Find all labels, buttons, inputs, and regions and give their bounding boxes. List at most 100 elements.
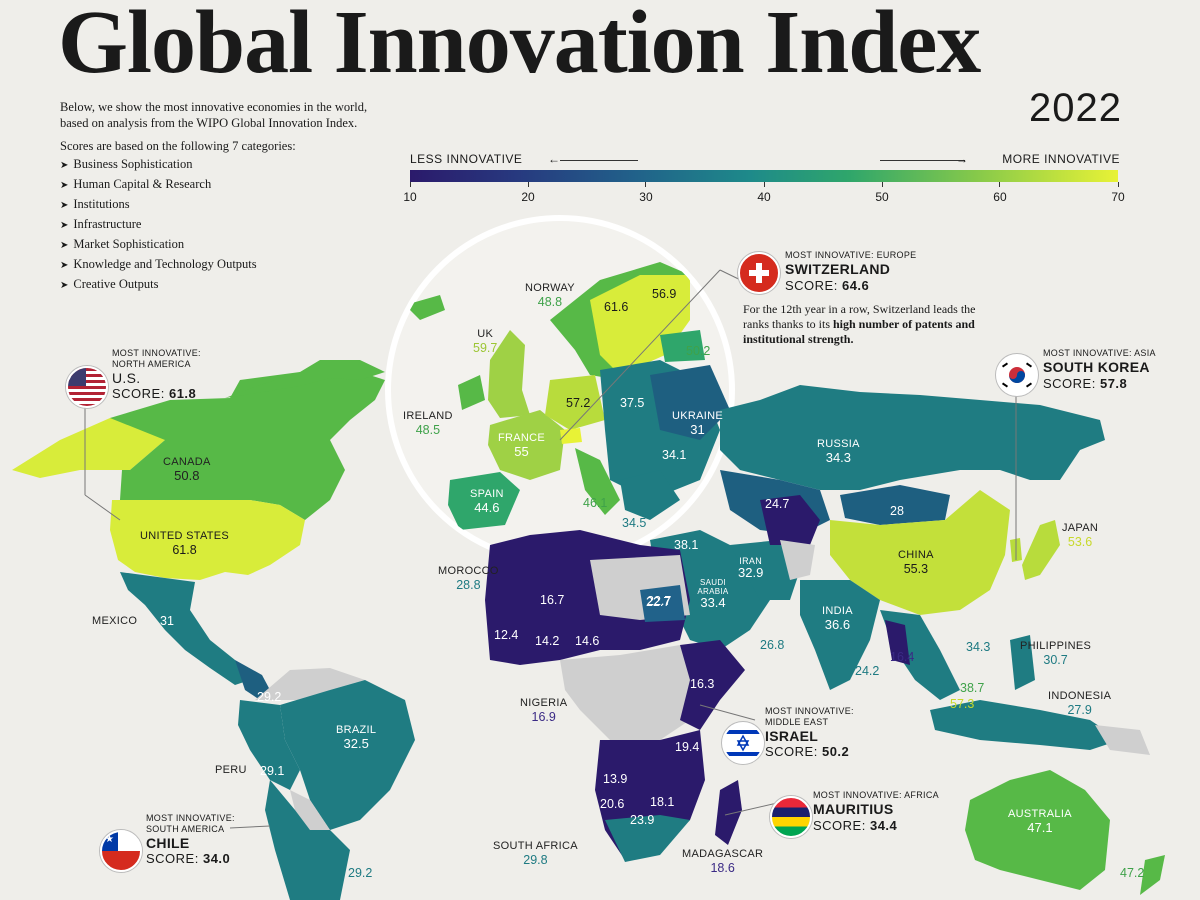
legend-gradient-bar bbox=[410, 170, 1118, 182]
country-value-peru: 29.1 bbox=[260, 764, 285, 778]
country-label-norway: NORWAY 48.8 bbox=[525, 282, 575, 309]
south-america bbox=[238, 668, 415, 900]
country-label-uk: UK 59.7 bbox=[473, 328, 498, 355]
map-value: 50.2 bbox=[686, 344, 711, 358]
switzerland-shape bbox=[560, 428, 582, 444]
usa-shape bbox=[110, 500, 305, 580]
bullet-arrow-icon: ➤ bbox=[60, 259, 69, 271]
russia-shape bbox=[720, 385, 1105, 490]
myanmar-shape bbox=[885, 620, 910, 665]
arctic-islands-shape bbox=[225, 360, 385, 398]
map-value: 19.4 bbox=[675, 740, 700, 754]
europe-inset bbox=[385, 215, 735, 565]
east-africa-shape bbox=[680, 640, 745, 730]
map-value: 29.2 bbox=[348, 866, 373, 880]
png-shape bbox=[1095, 725, 1150, 755]
country-label-nigeria: NIGERIA 16.9 bbox=[520, 697, 568, 724]
page-title: Global Innovation Index bbox=[58, 0, 981, 92]
bullet-arrow-icon: ➤ bbox=[60, 239, 69, 251]
south-korea-flag-icon bbox=[996, 354, 1038, 396]
map-value: 22.7 bbox=[646, 595, 671, 609]
country-label-madagascar: MADAGASCAR 18.6 bbox=[682, 848, 764, 875]
australia-shape bbox=[965, 770, 1110, 890]
switzerland-callout: MOST INNOVATIVE: EUROPE SWITZERLAND SCOR… bbox=[785, 250, 917, 293]
bolivia-shape bbox=[290, 790, 330, 830]
ukraine-shape bbox=[650, 365, 730, 440]
france-shape bbox=[488, 410, 565, 480]
germany-shape bbox=[545, 375, 605, 430]
central-america-shape bbox=[235, 660, 270, 700]
swiss-flag-icon bbox=[738, 252, 780, 294]
central-africa-shape bbox=[560, 645, 700, 740]
uk-shape bbox=[488, 330, 530, 418]
iceland-shape bbox=[405, 295, 445, 320]
country-label-philippines: PHILIPPINES 30.7 bbox=[1020, 640, 1092, 667]
category-item: ➤ Human Capital & Research bbox=[60, 176, 212, 191]
map-value: 16.7 bbox=[540, 593, 565, 607]
china-shape bbox=[830, 490, 1010, 615]
category-item: ➤ Business Sophistication bbox=[60, 156, 193, 171]
map-value: 14.6 bbox=[575, 634, 600, 648]
us-callout: MOST INNOVATIVE: NORTH AMERICA U.S. SCOR… bbox=[112, 348, 201, 402]
israel-flag-icon bbox=[722, 722, 764, 764]
category-item: ➤ Knowledge and Technology Outputs bbox=[60, 256, 257, 271]
country-label-australia: AUSTRALIA 47.1 bbox=[1008, 808, 1072, 835]
chile-callout: MOST INNOVATIVE: SOUTH AMERICA CHILE SCO… bbox=[146, 813, 235, 867]
category-item: ➤ Infrastructure bbox=[60, 216, 142, 231]
map-value: 26.8 bbox=[760, 638, 785, 652]
country-label-japan: JAPAN 53.6 bbox=[1062, 522, 1099, 549]
intro-paragraph: Below, we show the most innovative econo… bbox=[60, 100, 368, 130]
mauritius-flag-icon bbox=[770, 796, 812, 838]
map-value: 61.6 bbox=[604, 300, 629, 314]
intro-text: Below, we show the most innovative econo… bbox=[60, 100, 395, 295]
map-value: 47.2 bbox=[1120, 866, 1145, 880]
country-label-indonesia: INDONESIA 27.9 bbox=[1048, 690, 1112, 717]
country-label-france: FRANCE 55 bbox=[498, 432, 546, 459]
arrow-right-icon: → bbox=[956, 152, 968, 166]
alaska-shape bbox=[12, 410, 165, 478]
page-year: 2022 bbox=[1029, 86, 1122, 130]
category-item: ➤ Institutions bbox=[60, 196, 130, 211]
egypt-shape bbox=[640, 585, 685, 622]
spain-shape bbox=[448, 472, 520, 530]
new-zealand-shape bbox=[1140, 855, 1165, 895]
map-value: 12.4 bbox=[494, 628, 519, 642]
rsa-shape bbox=[605, 815, 690, 862]
map-value: 18.1 bbox=[650, 795, 675, 809]
country-label-peru: PERU bbox=[215, 764, 247, 776]
iran-shape bbox=[730, 540, 800, 600]
map-value: 22.7 bbox=[647, 594, 672, 608]
country-label-united-states: UNITED STATES 61.8 bbox=[140, 530, 230, 557]
ireland-shape bbox=[458, 375, 485, 410]
country-label-iran: IRAN 32.9 bbox=[738, 556, 764, 581]
balkans-shape bbox=[620, 470, 680, 520]
country-label-morocco: MOROCCO 28.8 bbox=[438, 565, 499, 592]
map-value: 38.1 bbox=[674, 538, 699, 552]
map-value: 56.9 bbox=[652, 287, 677, 301]
mongolia-shape bbox=[840, 485, 950, 525]
legend-ticks: 10 20 30 40 50 60 70 bbox=[403, 182, 1125, 212]
legend-left-label: LESS INNOVATIVE bbox=[410, 152, 523, 166]
central-asia-shape bbox=[760, 495, 820, 545]
asia bbox=[650, 385, 1150, 755]
categories-heading: Scores are based on the following 7 cate… bbox=[60, 139, 296, 153]
chile-flag-icon: ★ bbox=[100, 830, 142, 872]
map-value: 34.5 bbox=[622, 516, 647, 530]
philippines-shape bbox=[1010, 635, 1035, 690]
category-item: ➤ Market Sophistication bbox=[60, 236, 185, 251]
map-value: 37.5 bbox=[620, 396, 645, 410]
south-cone-shape bbox=[265, 780, 350, 900]
map-value: 28 bbox=[890, 504, 904, 518]
map-value: 34.1 bbox=[662, 448, 687, 462]
country-label-india: INDIA 36.6 bbox=[822, 605, 853, 632]
north-america bbox=[12, 360, 385, 700]
map-value: 57.2 bbox=[566, 396, 591, 410]
indonesia-shape bbox=[930, 700, 1120, 750]
country-label-canada: CANADA 50.8 bbox=[163, 456, 211, 483]
west-sa-shape bbox=[238, 700, 300, 790]
country-label-south-africa: SOUTH AFRICA 29.8 bbox=[493, 840, 578, 867]
arrow-left-icon: ← bbox=[548, 152, 560, 166]
switzerland-description: For the 12th year in a row, Switzerland … bbox=[743, 302, 976, 346]
country-value-mexico: 31 bbox=[160, 614, 174, 628]
